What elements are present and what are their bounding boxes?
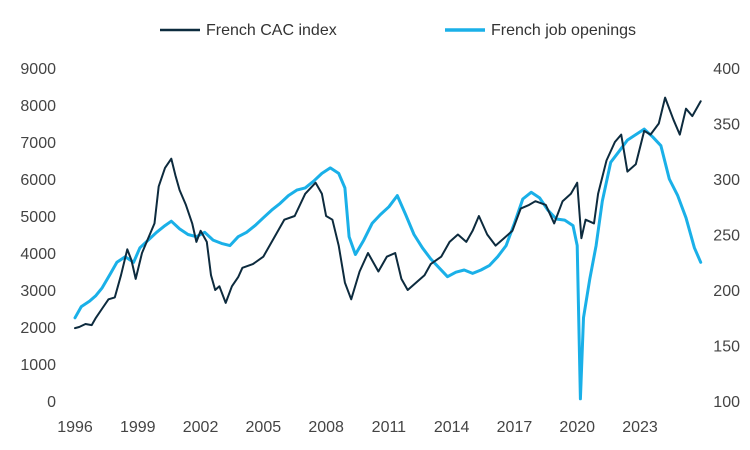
y-right-tick-label: 100 <box>713 394 740 411</box>
series-line-job-openings <box>73 127 703 401</box>
y-left-tick-label: 7000 <box>20 135 56 152</box>
y-left-tick-label: 3000 <box>20 283 56 300</box>
y-right-tick-label: 400 <box>713 61 740 78</box>
legend-label-cac: French CAC index <box>206 22 337 39</box>
series-line-cac <box>74 96 702 330</box>
x-tick-label: 2020 <box>559 419 595 436</box>
x-axis: 1996 1999 2002 2005 2008 2011 2014 2017 2020 2023 <box>57 419 658 436</box>
x-tick-label: 1999 <box>120 419 156 436</box>
x-tick-label: 2023 <box>622 419 658 436</box>
y-right-tick-label: 250 <box>713 228 740 245</box>
y-axis-left: 0 1000 2000 3000 4000 5000 6000 7000 8000 9000 <box>20 61 56 411</box>
x-tick-label: 2014 <box>434 419 470 436</box>
y-left-tick-label: 5000 <box>20 209 56 226</box>
series-group <box>73 96 703 401</box>
y-left-tick-label: 6000 <box>20 172 56 189</box>
y-right-tick-label: 200 <box>713 283 740 300</box>
y-right-tick-label: 350 <box>713 117 740 134</box>
y-left-tick-label: 0 <box>47 394 56 411</box>
x-tick-label: 2017 <box>497 419 533 436</box>
y-left-tick-label: 4000 <box>20 246 56 263</box>
x-tick-label: 1996 <box>57 419 93 436</box>
x-tick-label: 2011 <box>372 419 407 436</box>
y-left-tick-label: 1000 <box>20 357 56 374</box>
x-tick-label: 2005 <box>246 419 282 436</box>
y-right-tick-label: 150 <box>713 339 740 356</box>
y-axis-right: 100 150 200 250 300 350 400 <box>713 61 740 411</box>
y-left-tick-label: 8000 <box>20 98 56 115</box>
legend-label-job-openings: French job openings <box>491 22 636 39</box>
y-left-tick-label: 9000 <box>20 61 56 78</box>
x-tick-label: 2008 <box>308 419 344 436</box>
y-right-tick-label: 300 <box>713 172 740 189</box>
y-left-tick-label: 2000 <box>20 320 56 337</box>
legend: French CAC index French job openings <box>160 22 636 39</box>
x-tick-label: 2002 <box>183 419 219 436</box>
